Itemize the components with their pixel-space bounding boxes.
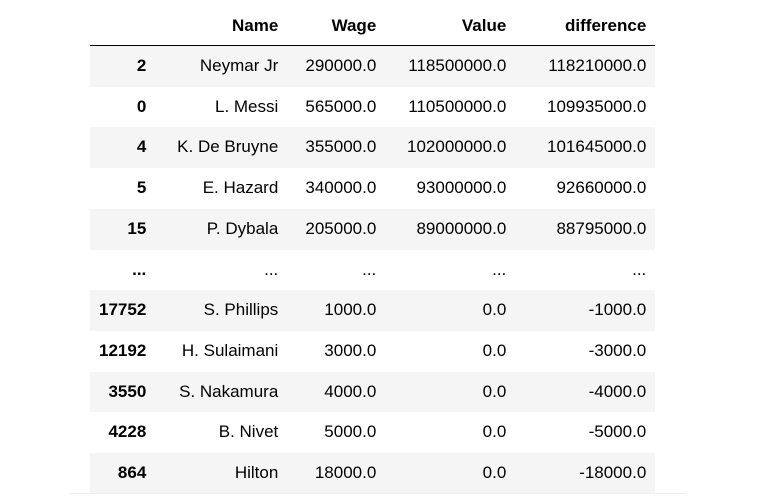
name-cell: S. Phillips [203, 300, 279, 320]
row-index-cell: 17752 [99, 300, 147, 320]
table-header: Name Wage Value difference [90, 7, 656, 46]
value-cell: 89000000.0 [416, 218, 507, 238]
table-row: 12192 H. Sulaimani 3000.0 0.0 -3000.0 [90, 330, 656, 372]
wage-cell: 205000.0 [305, 218, 377, 238]
row-index-cell: ... [132, 259, 147, 279]
table-row: 864 Hilton 18000.0 0.0 -18000.0 [90, 453, 656, 494]
difference-cell: 101645000.0 [547, 137, 647, 157]
name-cell: Hilton [234, 463, 279, 483]
name-cell: K. De Bruyne [177, 137, 279, 157]
table-row: 4228 B. Nivet 5000.0 0.0 -5000.0 [90, 412, 656, 454]
wage-cell: 3000.0 [324, 340, 377, 360]
table-row: 17752 S. Phillips 1000.0 0.0 -1000.0 [90, 290, 656, 331]
name-cell: H. Sulaimani [181, 340, 279, 360]
row-index-cell: 864 [117, 463, 147, 483]
wage-cell: 5000.0 [324, 422, 377, 442]
difference-cell: -18000.0 [579, 463, 647, 483]
value-cell: ... [492, 259, 507, 279]
row-index-cell: 15 [127, 218, 147, 238]
wage-column-header: Wage [287, 7, 386, 46]
dataframe-table: Name Wage Value difference 2 Neymar Jr 290… [90, 7, 656, 494]
name-cell: E. Hazard [202, 178, 279, 198]
value-cell: 0.0 [482, 300, 507, 320]
value-cell: 110500000.0 [408, 96, 507, 116]
wage-cell: ... [362, 259, 377, 279]
value-cell: 0.0 [482, 422, 507, 442]
table-row: ............... [90, 249, 656, 291]
difference-cell: -5000.0 [588, 422, 647, 442]
table-row: 0 L. Messi 565000.0 110500000.0 109935000.0 [90, 86, 656, 128]
value-column-header: Value [385, 7, 516, 46]
wage-cell: 565000.0 [305, 96, 377, 116]
header-row: Name Wage Value difference [90, 7, 656, 46]
name-cell: ... [264, 259, 279, 279]
name-column-header: Name [155, 7, 288, 46]
wage-cell: 340000.0 [305, 178, 377, 198]
difference-column-header: difference [515, 7, 656, 46]
difference-cell: 92660000.0 [556, 178, 647, 198]
row-index-cell: 2 [136, 56, 147, 75]
wage-cell: 290000.0 [305, 56, 377, 75]
row-index-cell: 4228 [108, 422, 147, 442]
difference-cell: -1000.0 [588, 300, 647, 320]
value-cell: 0.0 [482, 340, 507, 360]
wage-cell: 1000.0 [324, 300, 377, 320]
value-cell: 118500000.0 [408, 56, 507, 75]
difference-cell: -3000.0 [588, 340, 647, 360]
name-cell: Neymar Jr [199, 56, 279, 75]
value-cell: 0.0 [482, 463, 507, 483]
row-index-cell: 3550 [108, 381, 147, 401]
difference-cell: -4000.0 [588, 381, 647, 401]
table-row: 5 E. Hazard 340000.0 93000000.0 92660000.0 [90, 168, 656, 209]
wage-cell: 18000.0 [314, 463, 377, 483]
table-row: 2 Neymar Jr 290000.0 118500000.0 118210000.0 [90, 45, 656, 87]
index-column-header [90, 7, 156, 46]
row-index-cell: 0 [136, 96, 147, 116]
name-cell: S. Nakamura [179, 381, 279, 401]
name-cell: L. Messi [214, 96, 279, 116]
value-cell: 0.0 [482, 381, 507, 401]
output-divider [70, 493, 686, 494]
difference-cell: 88795000.0 [556, 218, 647, 238]
table-row: 15 P. Dybala 205000.0 89000000.0 88795000.0 [90, 208, 656, 250]
wage-cell: 355000.0 [305, 137, 377, 157]
table-body: 2 Neymar Jr 290000.0 118500000.0 118210000.0… [90, 45, 656, 494]
row-index-cell: 4 [136, 137, 147, 157]
value-cell: 93000000.0 [416, 178, 507, 198]
wage-cell: 4000.0 [324, 381, 377, 401]
table-row: 3550 S. Nakamura 4000.0 0.0 -4000.0 [90, 371, 656, 413]
row-index-cell: 12192 [99, 340, 147, 360]
value-cell: 102000000.0 [407, 137, 507, 157]
difference-cell: 118210000.0 [548, 56, 647, 75]
difference-cell: ... [632, 259, 647, 279]
difference-cell: 109935000.0 [547, 96, 647, 116]
table-row: 4 K. De Bruyne 355000.0 102000000.0 10164500… [90, 127, 656, 169]
name-cell: B. Nivet [218, 422, 279, 442]
name-cell: P. Dybala [206, 218, 279, 238]
row-index-cell: 5 [136, 178, 147, 198]
